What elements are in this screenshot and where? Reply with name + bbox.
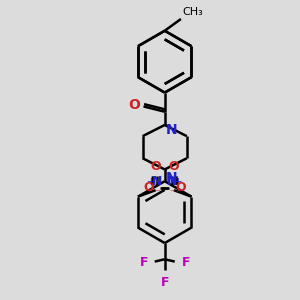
Text: O: O bbox=[175, 181, 186, 194]
Text: O: O bbox=[168, 160, 179, 173]
Text: ⁻: ⁻ bbox=[154, 188, 160, 198]
Text: +: + bbox=[174, 177, 183, 187]
Text: N: N bbox=[167, 175, 178, 188]
Text: +: + bbox=[147, 177, 155, 187]
Text: F: F bbox=[160, 276, 169, 289]
Text: F: F bbox=[140, 256, 148, 269]
Text: ⁻: ⁻ bbox=[169, 188, 175, 198]
Text: O: O bbox=[128, 98, 140, 112]
Text: CH₃: CH₃ bbox=[182, 8, 203, 17]
Text: N: N bbox=[166, 124, 178, 137]
Text: N: N bbox=[152, 175, 162, 188]
Text: F: F bbox=[182, 256, 190, 269]
Text: N: N bbox=[166, 171, 178, 185]
Text: O: O bbox=[151, 160, 161, 173]
Text: O: O bbox=[144, 181, 154, 194]
